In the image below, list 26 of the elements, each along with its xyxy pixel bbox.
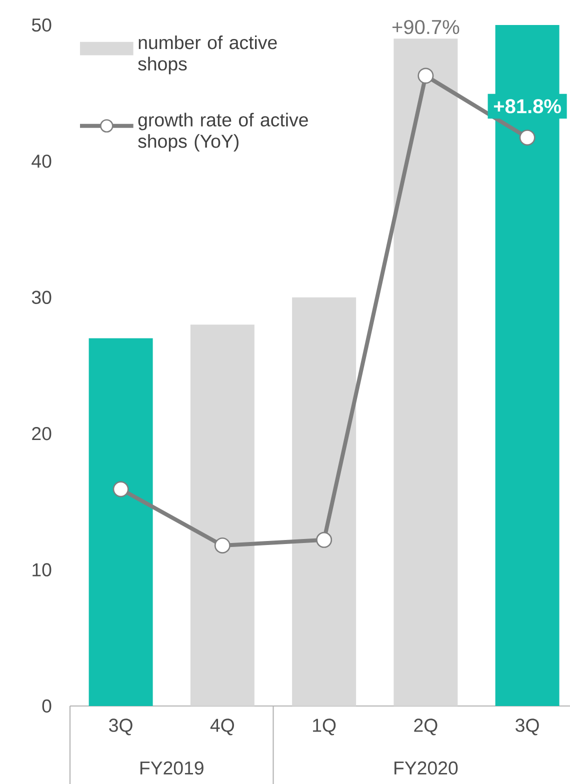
x-tick-label: 1Q [313,718,336,736]
x-tick-label: 4Q [210,718,234,736]
y-tick-label: 20 [32,426,52,440]
text: FY2020 [394,761,458,775]
legend-label: growth rate of active shops (YoY) [138,112,308,152]
point [214,537,230,554]
y-tick-label: 0 [42,699,52,713]
point [519,130,536,146]
bar [292,297,356,706]
x-tick-label: 2Q [414,718,438,736]
point [418,68,434,84]
data-label: +81.8% [494,99,561,114]
x-tick-label: 3Q [109,718,132,736]
point [316,532,332,548]
y-tick-label: 30 [32,290,52,304]
y-tick-label: 10 [32,563,52,576]
data-label: +90.7% [392,20,460,34]
text: FY2019 [140,761,204,775]
x-tick-label: 3Q [516,718,539,736]
point [112,481,129,498]
bar [190,324,254,706]
bar [394,38,458,706]
y-tick-label: 40 [32,154,52,168]
legend-label: number of active shops [138,35,277,74]
y-tick-label: 50 [32,18,52,32]
bar [88,338,153,706]
